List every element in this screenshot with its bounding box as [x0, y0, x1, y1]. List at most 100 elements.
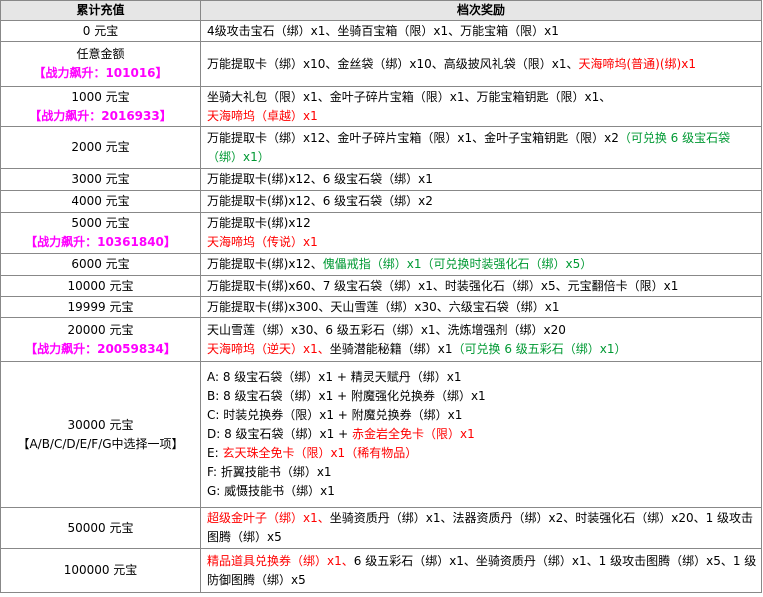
amount-line: 10000 元宝 [5, 277, 196, 296]
amount-line: 30000 元宝 [5, 416, 196, 435]
table-body: 0 元宝 4级攻击宝石（绑）x1、坐骑百宝箱（限）x1、万能宝箱（限）x1 任意金额… [0, 20, 762, 593]
amount-cell: 19999 元宝 [0, 296, 201, 318]
text-segment: 19999 元宝 [67, 299, 134, 314]
table-row: 100000 元宝 精品道具兑换券（绑）x1、6 级五彩石（绑）x1、坐骑资质丹（… [0, 548, 762, 593]
text-segment: 6 级五彩石（绑）x1、坐骑资质丹（绑）x1、1 级攻击图腾（绑）x5、1 级防… [207, 553, 757, 587]
text-segment: 万能提取卡(绑)x12 [207, 216, 311, 230]
reward-cell: 坐骑大礼包（限）x1、金叶子碎片宝箱（限）x1、万能宝箱钥匙（限）x1、 天海啼坞… [200, 86, 762, 127]
amount-line: 5000 元宝 [5, 214, 196, 233]
text-segment: 天海啼坞（逆天）x1、 [207, 341, 330, 356]
text-segment: 傀儡戒指（绑）x1（可兑换时装强化石（绑）x5） [322, 257, 593, 271]
text-segment: 坐骑资质丹（绑）x1、法器资质丹（绑）x2、时装强化石（绑）x20、1 级攻击图… [207, 511, 754, 544]
amount-line: 2000 元宝 [5, 138, 196, 157]
text-segment: 6000 元宝 [71, 257, 130, 271]
amount-cell: 1000 元宝【战力飙升：2016933】 [0, 86, 201, 127]
text-segment: 1000 元宝 [71, 89, 130, 104]
reward-cell: 万能提取卡(绑)x12、6 级宝石袋（绑）x2 [200, 190, 762, 213]
reward-line: 万能提取卡(绑)x300、天山雪莲（绑）x30、六级宝石袋（绑）x1 [207, 298, 757, 317]
header-cell: 累计充值 [0, 0, 201, 21]
reward-cell: 超级金叶子（绑）x1、坐骑资质丹（绑）x1、法器资质丹（绑）x2、时装强化石（绑… [200, 507, 762, 549]
text-segment: 赤金岩全免卡（限）x1 [351, 427, 475, 441]
text-segment: 【战力飙升：20059834】 [25, 341, 176, 356]
reward-line: 4级攻击宝石（绑）x1、坐骑百宝箱（限）x1、万能宝箱（限）x1 [207, 22, 757, 41]
reward-cell: 天山雪莲（绑）x30、6 级五彩石（绑）x1、洗炼增强剂（绑）x20 天海啼坞（逆… [200, 317, 762, 362]
text-segment: 50000 元宝 [67, 520, 134, 535]
reward-line: G: 威慑技能书（绑）x1 [207, 482, 757, 501]
text-segment: 【战力飙升：10361840】 [25, 235, 176, 249]
amount-cell: 0 元宝 [0, 20, 201, 42]
amount-cell: 6000 元宝 [0, 253, 201, 276]
reward-cell: 精品道具兑换券（绑）x1、6 级五彩石（绑）x1、坐骑资质丹（绑）x1、1 级攻… [200, 548, 762, 593]
amount-cell: 2000 元宝 [0, 126, 201, 169]
text-segment: 玄天珠全免卡（限）x1（稀有物品） [222, 446, 418, 460]
amount-line: 0 元宝 [5, 22, 196, 41]
amount-line: 20000 元宝 [5, 321, 196, 340]
reward-cell: A: 8 级宝石袋（绑）x1 + 精灵天赋丹（绑）x1 B: 8 级宝石袋（绑）x… [200, 361, 762, 508]
reward-cell: 万能提取卡(绑)x12、6 级宝石袋（绑）x1 [200, 168, 762, 191]
table-row: 20000 元宝【战力飙升：20059834】 天山雪莲（绑）x30、6 级五彩石… [0, 317, 762, 362]
text-segment: （可兑换 6 级五彩石（绑）x1） [452, 341, 627, 356]
amount-line: 3000 元宝 [5, 170, 196, 189]
amount-line: 50000 元宝 [5, 519, 196, 538]
amount-cell: 任意金额 【战力飙升：101016】 [0, 41, 201, 87]
reward-cell: 万能提取卡（绑）x12、金叶子碎片宝箱（限）x1、金叶子宝箱钥匙（限）x2（可兑… [200, 126, 762, 169]
text-segment: 2000 元宝 [71, 140, 130, 154]
amount-line: 【战力飙升：10361840】 [5, 233, 196, 252]
text-segment: 万能提取卡(绑)x300、天山雪莲（绑）x30、六级宝石袋（绑）x1 [207, 299, 560, 314]
text-segment: A: 8 级宝石袋（绑）x1 + 精灵天赋丹（绑）x1 [207, 370, 462, 384]
text-segment: 万能提取卡(绑)x12、6 级宝石袋（绑）x2 [207, 194, 433, 208]
text-segment: B: 8 级宝石袋（绑）x1 + 附魔强化兑换券（绑）x1 [207, 389, 486, 403]
text-segment: D: 8 级宝石袋（绑）x1 + [207, 427, 352, 441]
text-segment: 天海啼坞（传说）x1 [207, 235, 318, 249]
amount-cell: 3000 元宝 [0, 168, 201, 191]
text-segment: 万能提取卡(绑)x12、 [207, 257, 323, 271]
text-segment: F: 折翼技能书（绑）x1 [207, 465, 332, 479]
reward-line: 万能提取卡(绑)x12、傀儡戒指（绑）x1（可兑换时装强化石（绑）x5） [207, 255, 757, 274]
amount-line: 【战力飙升：2016933】 [5, 107, 196, 126]
reward-line: D: 8 级宝石袋（绑）x1 + 赤金岩全免卡（限）x1 [207, 425, 757, 444]
text-segment: （可兑换 6 级宝石袋（绑）x1） [207, 130, 731, 164]
text-segment: 3000 元宝 [71, 172, 130, 186]
table-row: 19999 元宝 万能提取卡(绑)x300、天山雪莲（绑）x30、六级宝石袋（绑）… [0, 296, 762, 318]
amount-line: 【战力飙升：20059834】 [5, 340, 196, 359]
text-segment: 万能提取卡（绑）x10、金丝袋（绑）x10、高级披风礼袋（限）x1、 [207, 56, 579, 71]
reward-cell: 万能提取卡（绑）x10、金丝袋（绑）x10、高级披风礼袋（限）x1、天海啼坞(普… [200, 41, 762, 87]
text-segment: 任意金额 [76, 47, 125, 61]
text-segment: 20000 元宝 [67, 322, 134, 337]
table-row: 1000 元宝 【战力飙升：2016933】 坐骑大礼包（限）x1、金叶子碎片宝箱（… [0, 86, 762, 127]
header-row: 累计充值 档次奖励 [0, 0, 762, 21]
reward-cell: 万能提取卡(绑)x300、天山雪莲（绑）x30、六级宝石袋（绑）x1 [200, 296, 762, 318]
text-segment: 0 元宝 [82, 23, 119, 38]
text-segment: 万能提取卡（绑）x12、金叶子碎片宝箱（限）x1、金叶子宝箱钥匙（限）x2 [207, 130, 619, 145]
amount-cell: 30000 元宝 【A/B/C/D/E/F/G中选择一项】 [0, 361, 201, 508]
reward-cell: 万能提取卡(绑)x12、傀儡戒指（绑）x1（可兑换时装强化石（绑）x5） [200, 253, 762, 276]
text-segment: 天海啼坞（卓越）x1 [207, 108, 318, 123]
table-row: 0 元宝 4级攻击宝石（绑）x1、坐骑百宝箱（限）x1、万能宝箱（限）x1 [0, 20, 762, 42]
table-row: 4000 元宝 万能提取卡(绑)x12、6 级宝石袋（绑）x2 [0, 190, 762, 213]
text-segment: 30000 元宝 [67, 417, 134, 432]
text-segment: 4000 元宝 [71, 194, 130, 208]
table-row: 6000 元宝 万能提取卡(绑)x12、傀儡戒指（绑）x1（可兑换时装强化石（绑）… [0, 253, 762, 276]
text-segment: 【战力飙升：2016933】 [29, 108, 172, 123]
text-segment: 天山雪莲（绑）x30、6 级五彩石（绑）x1、洗炼增强剂（绑）x20 [207, 322, 566, 337]
text-segment: 万能提取卡(绑)x12、6 级宝石袋（绑）x1 [207, 172, 433, 186]
reward-line: F: 折翼技能书（绑）x1 [207, 463, 757, 482]
amount-cell: 10000 元宝 [0, 275, 201, 297]
text-segment: 万能提取卡(绑)x60、7 级宝石袋（绑）x1、时装强化石（绑）x5、元宝翻倍卡… [207, 278, 679, 293]
table-row: 2000 元宝 万能提取卡（绑）x12、金叶子碎片宝箱（限）x1、金叶子宝箱钥匙（… [0, 126, 762, 169]
reward-line: 天海啼坞（传说）x1 [207, 233, 757, 252]
header-cell: 档次奖励 [200, 0, 762, 21]
reward-line: 天海啼坞（卓越）x1 [207, 107, 757, 126]
reward-line: 万能提取卡（绑）x10、金丝袋（绑）x10、高级披风礼袋（限）x1、天海啼坞(普… [207, 55, 757, 74]
reward-line: 万能提取卡(绑)x60、7 级宝石袋（绑）x1、时装强化石（绑）x5、元宝翻倍卡… [207, 277, 757, 296]
text-segment: 坐骑潜能秘籍（绑）x1 [329, 341, 453, 356]
text-segment: G: 威慑技能书（绑）x1 [207, 484, 335, 498]
amount-cell: 5000 元宝【战力飙升：10361840】 [0, 212, 201, 254]
reward-line: 万能提取卡(绑)x12、6 级宝石袋（绑）x1 [207, 170, 757, 189]
text-segment: 100000 元宝 [63, 563, 138, 577]
amount-line: 6000 元宝 [5, 255, 196, 274]
table-row: 任意金额 【战力飙升：101016】 万能提取卡（绑）x10、金丝袋（绑）x10、高… [0, 41, 762, 87]
text-segment: 10000 元宝 [67, 278, 134, 293]
